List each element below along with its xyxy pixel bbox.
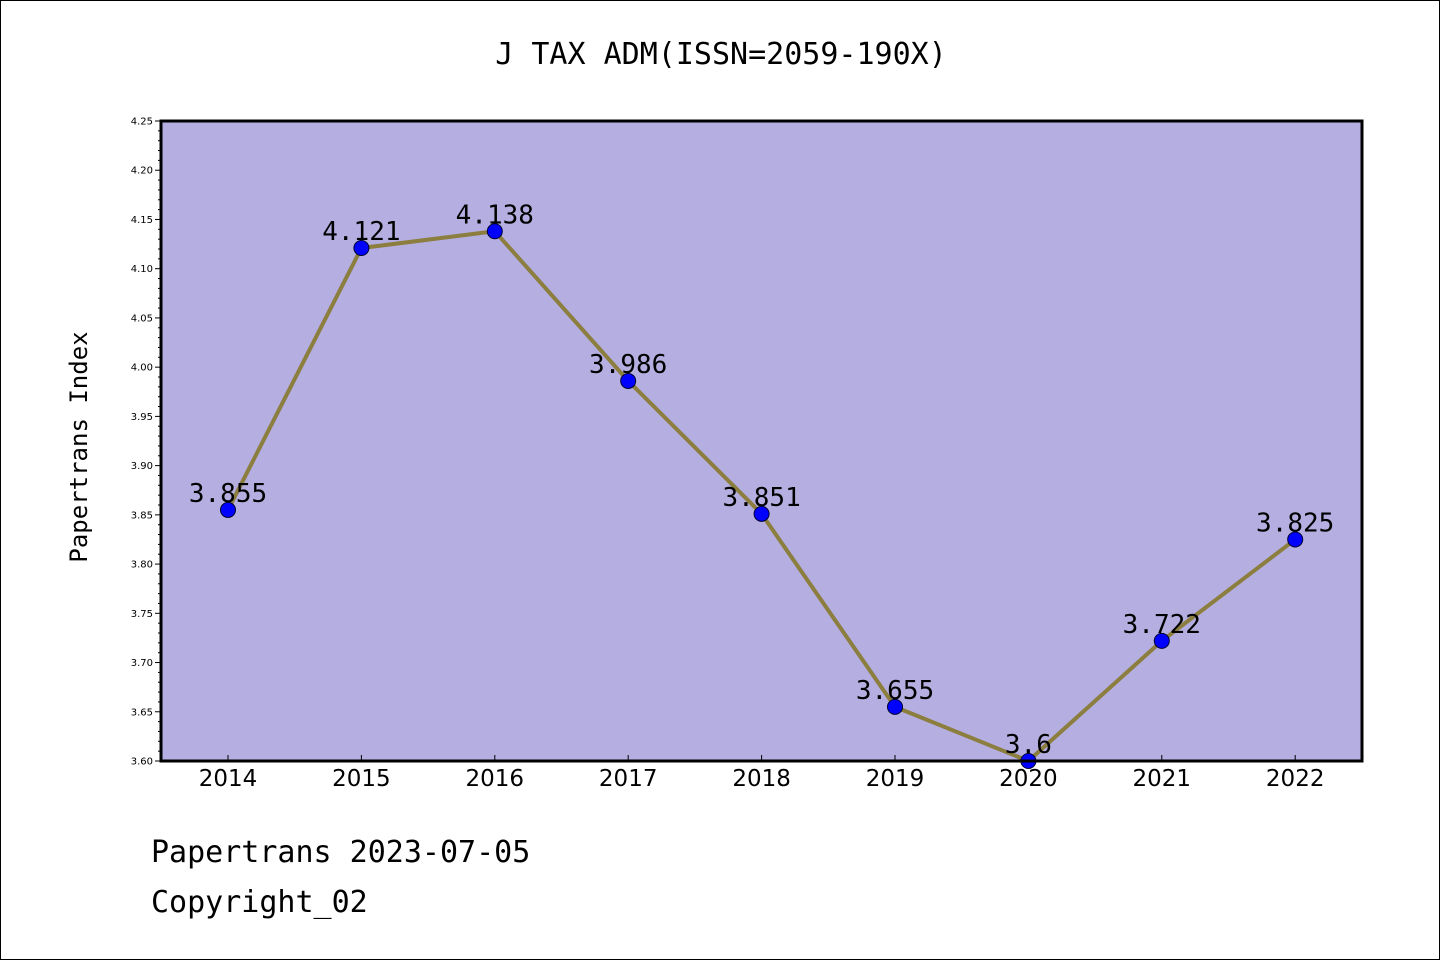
x-tick-label: 2015 <box>332 766 391 792</box>
y-tick-label: 4.05 <box>131 313 153 324</box>
y-tick-label: 4.10 <box>131 264 153 275</box>
data-label: 3.825 <box>1256 508 1334 538</box>
plot-area <box>161 121 1362 761</box>
data-label: 4.138 <box>456 200 534 230</box>
x-tick-label: 2022 <box>1266 766 1325 792</box>
data-label: 3.655 <box>856 676 934 706</box>
x-tick-label: 2020 <box>999 766 1058 792</box>
y-tick-label: 4.20 <box>131 166 153 177</box>
data-label: 3.986 <box>589 350 667 380</box>
data-point <box>220 501 236 518</box>
y-tick-label: 3.70 <box>131 658 153 669</box>
data-label: 4.121 <box>322 217 400 247</box>
y-tick-label: 4.25 <box>131 117 153 128</box>
data-label: 3.722 <box>1123 610 1201 640</box>
data-point <box>1287 531 1304 548</box>
plot-border <box>159 119 1364 763</box>
data-label: 3.855 <box>189 479 267 509</box>
y-tick-label: 4.15 <box>131 215 153 226</box>
y-tick-label: 3.65 <box>131 707 153 718</box>
x-tick-label: 2018 <box>732 766 791 792</box>
footer-copyright: Copyright_02 <box>151 885 368 920</box>
data-point <box>1153 632 1170 649</box>
footer-date: Papertrans 2023-07-05 <box>151 835 531 870</box>
y-tick-label: 3.90 <box>131 461 153 472</box>
x-tick-label: 2017 <box>599 766 658 792</box>
data-point <box>753 505 770 522</box>
y-tick-label: 3.60 <box>131 757 153 768</box>
chart-title: J TAX ADM(ISSN=2059-190X) <box>495 37 947 72</box>
data-label: 3.851 <box>722 483 800 513</box>
y-tick-label: 3.80 <box>131 560 153 571</box>
y-tick-label: 3.85 <box>131 510 153 521</box>
data-point <box>620 372 637 389</box>
data-label: 3.6 <box>1005 730 1052 760</box>
x-tick-label: 2021 <box>1133 766 1192 792</box>
y-tick-label: 3.75 <box>131 609 153 620</box>
y-tick-label: 4.00 <box>131 363 153 374</box>
y-tick-label: 3.95 <box>131 412 153 423</box>
data-point <box>353 240 370 257</box>
x-tick-label: 2019 <box>866 766 925 792</box>
data-point <box>486 223 503 240</box>
data-point <box>887 698 903 715</box>
x-tick-label: 2016 <box>466 766 525 792</box>
x-tick-label: 2014 <box>199 766 258 792</box>
